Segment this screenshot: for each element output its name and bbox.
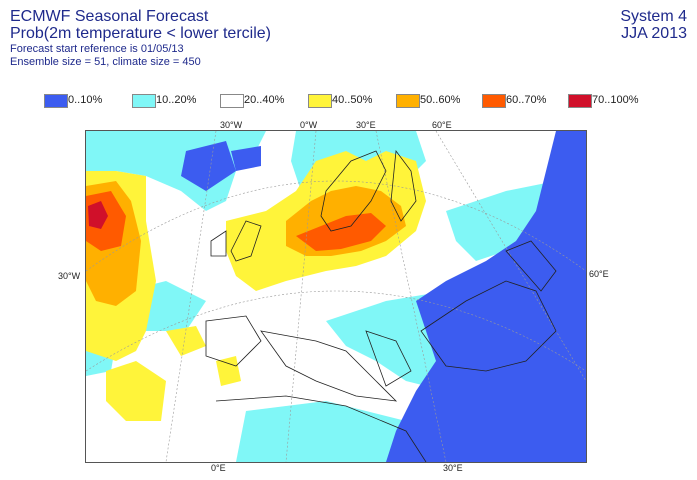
header-right: System 4 JJA 2013 [620,8,687,42]
legend-label: 50..60% [420,94,461,106]
legend-swatch [132,94,156,108]
system-label: System 4 [620,8,687,25]
coastlines [205,149,557,462]
legend-swatch [308,94,332,108]
legend-swatch [568,94,592,108]
legend-label: 60..70% [506,94,547,106]
legend-label: 70..100% [592,94,639,106]
region-0-10 [181,131,586,462]
probability-map [85,130,587,463]
legend-label: 10..20% [156,94,197,106]
legend-swatch [482,94,506,108]
legend-label: 0..10% [68,94,103,106]
chart-title: ECMWF Seasonal Forecast [10,8,209,25]
chart-subtitle: Prob(2m temperature < lower tercile) [10,25,271,42]
region-70-100 [88,201,108,229]
graticule [86,131,586,462]
grid-label-top: 0°W [300,120,318,130]
grid-label-right: 60°E [589,269,609,279]
grid-label-left: 30°W [58,271,81,281]
legend-label: 40..50% [332,94,373,106]
header-block: ECMWF Seasonal Forecast Prob(2m temperat… [10,8,271,69]
grid-label-top: 30°E [356,120,376,130]
map-canvas [86,131,586,462]
grid-label-bottom: 0°E [211,463,226,473]
legend-swatch [220,94,244,108]
grid-label-bottom: 30°E [443,463,463,473]
grid-label-top: 30°W [220,120,243,130]
start-reference: Forecast start reference is 01/05/13 [10,43,184,55]
legend-label: 20..40% [244,94,285,106]
grid-label-top: 60°E [432,120,452,130]
ensemble-size: Ensemble size = 51, climate size = 450 [10,56,201,68]
legend-swatch [396,94,420,108]
legend-swatch [44,94,68,108]
season-label: JJA 2013 [621,25,687,42]
